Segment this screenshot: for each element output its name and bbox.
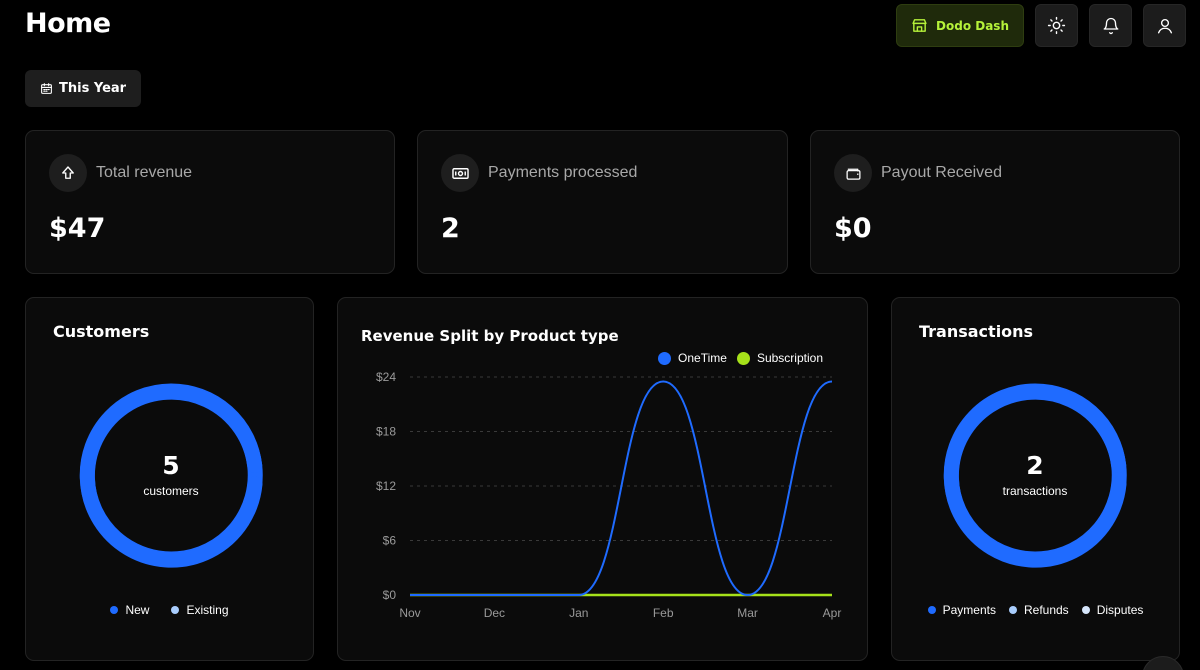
revenue-line-chart: $0 $6 $12 $18 $24 Nov Dec Jan Feb Mar Apr (376, 370, 842, 620)
payments-processed-value: 2 (441, 213, 460, 244)
legend-dot (658, 351, 672, 365)
legend-dot (171, 606, 180, 614)
x-tick-label: Nov (399, 606, 420, 620)
calendar-icon (41, 83, 52, 94)
chart-legend-item-onetime[interactable]: OneTime (658, 351, 727, 365)
customers-donut: 5 customers (66, 370, 276, 580)
legend-label: Existing (186, 603, 229, 617)
legend-label: Payments (942, 603, 996, 617)
page-title: Home (25, 8, 111, 39)
theme-toggle-button[interactable] (1035, 4, 1078, 47)
y-tick-label: $24 (376, 370, 396, 384)
profile-button[interactable] (1143, 4, 1186, 47)
legend-label: Disputes (1096, 603, 1144, 617)
transactions-count: 2 (1026, 451, 1044, 481)
chart-title: Revenue Split by Product type (361, 327, 619, 345)
chart-legend: OneTime Subscription (658, 351, 823, 365)
payments-processed-card: Payments processed 2 (417, 130, 788, 274)
store-icon (912, 19, 927, 32)
notifications-button[interactable] (1089, 4, 1132, 47)
transactions-legend: Payments Refunds Disputes (892, 603, 1179, 617)
customers-title: Customers (53, 322, 150, 341)
customers-card: Customers 5 customers New Existing (25, 297, 314, 661)
legend-item-existing: Existing (171, 603, 229, 617)
total-revenue-label: Total revenue (96, 164, 193, 181)
period-label: This Year (59, 81, 127, 96)
chart-legend-item-subscription[interactable]: Subscription (736, 351, 823, 365)
legend-item-disputes: Disputes (1081, 603, 1144, 617)
legend-dot (1008, 606, 1017, 614)
series-line-onetime (410, 380, 833, 597)
total-revenue-value: $47 (49, 213, 106, 244)
brand-label: Dodo Dash (936, 18, 1009, 33)
x-tick-label: Feb (653, 606, 674, 620)
payout-received-label: Payout Received (881, 164, 1002, 181)
customers-count: 5 (162, 451, 180, 481)
legend-item-new: New (110, 603, 149, 617)
transactions-title: Transactions (919, 322, 1034, 341)
legend-dot (110, 606, 119, 614)
transactions-card: Transactions 2 transactions Payments Ref… (891, 297, 1180, 661)
sun-icon (1047, 16, 1066, 35)
y-tick-label: $12 (376, 479, 396, 493)
y-tick-label: $6 (383, 534, 397, 548)
x-tick-label: Mar (737, 606, 758, 620)
wallet-icon (834, 154, 872, 192)
legend-label: New (125, 603, 150, 617)
transactions-donut: 2 transactions (930, 370, 1140, 580)
transactions-unit: transactions (1002, 483, 1068, 498)
legend-label: Subscription (756, 351, 823, 365)
payout-received-card: Payout Received $0 (810, 130, 1180, 274)
legend-label: Refunds (1023, 603, 1069, 617)
legend-item-refunds: Refunds (1008, 603, 1069, 617)
x-tick-label: Apr (823, 606, 842, 620)
customers-unit: customers (143, 483, 199, 498)
legend-dot (1081, 606, 1090, 614)
user-icon (1157, 18, 1172, 33)
brand-switcher-button[interactable]: Dodo Dash (896, 4, 1024, 47)
total-revenue-card: Total revenue $47 (25, 130, 395, 274)
period-filter-button[interactable]: This Year (25, 70, 142, 107)
x-tick-label: Jan (569, 606, 588, 620)
y-tick-label: $18 (376, 425, 396, 439)
legend-dot (736, 351, 750, 365)
legend-label: OneTime (678, 351, 727, 365)
banknote-icon (441, 154, 479, 192)
legend-item-payments: Payments (927, 603, 996, 617)
legend-dot (927, 606, 936, 614)
y-tick-label: $0 (383, 588, 397, 602)
top-toolbar: Dodo Dash (896, 4, 1186, 47)
payments-processed-label: Payments processed (488, 164, 638, 181)
arrow-up-icon (49, 154, 87, 192)
revenue-split-card: Revenue Split by Product type OneTime Su… (337, 297, 868, 661)
x-tick-label: Dec (484, 606, 505, 620)
payout-received-value: $0 (834, 213, 872, 244)
customers-legend: New Existing (26, 603, 313, 617)
bell-icon (1103, 17, 1118, 34)
